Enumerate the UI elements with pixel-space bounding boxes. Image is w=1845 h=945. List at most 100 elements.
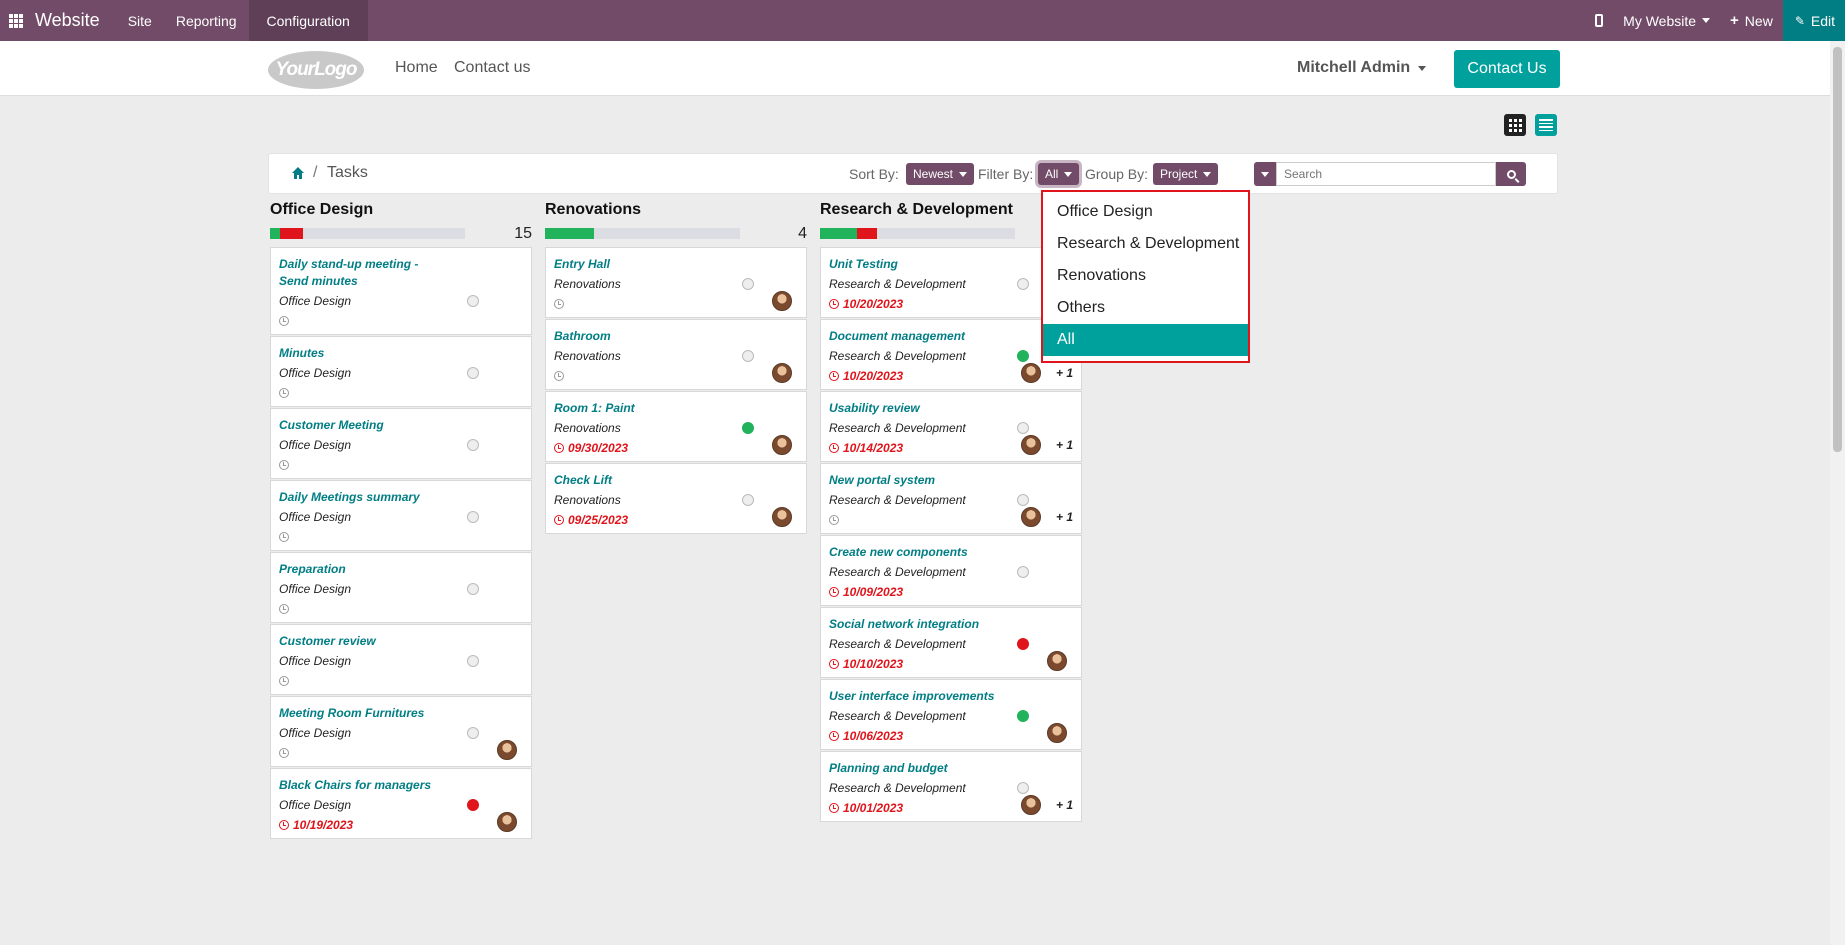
task-title[interactable]: Document management — [829, 329, 966, 343]
apps-menu-icon[interactable] — [9, 13, 23, 28]
group-by-dropdown[interactable]: Project — [1153, 163, 1219, 185]
home-icon[interactable] — [291, 166, 305, 180]
task-card[interactable]: Room 1: Paint Renovations 09/30/2023 — [545, 391, 807, 462]
task-card[interactable]: Daily Meetings summary Office Design — [270, 480, 532, 551]
status-dot-icon[interactable] — [1017, 782, 1029, 794]
task-title[interactable]: Entry Hall — [554, 257, 611, 271]
progress-done-segment[interactable] — [545, 228, 594, 239]
clock-icon — [829, 443, 839, 453]
task-title[interactable]: Unit Testing — [829, 257, 898, 271]
kanban-view-button[interactable] — [1504, 114, 1526, 136]
task-title[interactable]: Preparation — [279, 562, 346, 576]
page-scrollbar[interactable] — [1830, 41, 1845, 945]
task-card[interactable]: Meeting Room Furnitures Office Design — [270, 696, 532, 767]
site-logo[interactable]: YourLogo — [268, 51, 364, 89]
task-title[interactable]: Create new components — [829, 545, 968, 559]
status-dot-icon[interactable] — [742, 494, 754, 506]
progress-blocked-segment[interactable] — [279, 228, 304, 239]
task-title[interactable]: Check Lift — [554, 473, 613, 487]
status-dot-icon[interactable] — [1017, 422, 1029, 434]
task-title[interactable]: Social network integration — [829, 617, 980, 631]
status-dot-icon[interactable] — [467, 727, 479, 739]
task-card[interactable]: Bathroom Renovations — [545, 319, 807, 390]
status-dot-icon[interactable] — [1017, 350, 1029, 362]
filter-option-research-development[interactable]: Research & Development — [1057, 235, 1240, 252]
status-dot-icon[interactable] — [1017, 638, 1029, 650]
column-title: Office Design — [270, 201, 374, 218]
task-title[interactable]: Daily Meetings summary — [279, 490, 420, 504]
status-dot-icon[interactable] — [467, 655, 479, 667]
task-title[interactable]: Customer Meeting — [279, 418, 384, 432]
status-dot-icon[interactable] — [742, 350, 754, 362]
filter-option-renovations[interactable]: Renovations — [1057, 267, 1146, 284]
website-switcher[interactable]: My Website — [1613, 0, 1720, 41]
status-dot-icon[interactable] — [467, 511, 479, 523]
task-card[interactable]: Entry Hall Renovations — [545, 247, 807, 318]
task-title[interactable]: Customer review — [279, 634, 376, 648]
task-card[interactable]: New portal system Research & Development +… — [820, 463, 1082, 534]
task-card[interactable]: Unit Testing Research & Development 10/20/… — [820, 247, 1082, 318]
app-brand[interactable]: Website — [35, 10, 100, 30]
task-title[interactable]: User interface improvements — [829, 689, 995, 703]
filter-by-dropdown[interactable]: All — [1038, 163, 1080, 185]
task-card[interactable]: Minutes Office Design — [270, 336, 532, 407]
task-card[interactable]: Black Chairs for managers Office Design 10… — [270, 768, 532, 839]
task-card[interactable]: Usability review Research & Development 10… — [820, 391, 1082, 462]
task-deadline — [279, 674, 523, 688]
task-title[interactable]: Black Chairs for managers — [279, 778, 432, 792]
task-card[interactable]: Create new components Research & Developm… — [820, 535, 1082, 606]
edit-button[interactable]: ✎ Edit — [1782, 0, 1845, 41]
menu-site[interactable]: Site — [127, 12, 152, 29]
nav-home[interactable]: Home — [395, 59, 438, 76]
task-card[interactable]: User interface improvements Research & De… — [820, 679, 1082, 750]
task-title[interactable]: Meeting Room Furnitures — [279, 706, 425, 720]
progress-blocked-segment[interactable] — [857, 228, 877, 239]
status-dot-icon[interactable] — [1017, 494, 1029, 506]
list-view-button[interactable] — [1535, 114, 1557, 136]
search-button[interactable] — [1496, 162, 1526, 186]
status-dot-icon[interactable] — [467, 295, 479, 307]
progress-done-segment[interactable] — [820, 228, 858, 239]
status-dot-icon[interactable] — [467, 799, 479, 811]
status-dot-icon[interactable] — [467, 439, 479, 451]
progress-done-segment[interactable] — [270, 228, 280, 239]
task-title[interactable]: Usability review — [829, 401, 920, 415]
filter-option-others[interactable]: Others — [1057, 299, 1106, 316]
task-title[interactable]: Minutes — [279, 346, 325, 360]
menu-configuration[interactable]: Configuration — [248, 0, 368, 41]
filter-option-all[interactable]: All — [1043, 324, 1248, 356]
task-title[interactable]: New portal system — [829, 473, 936, 487]
status-dot-icon[interactable] — [467, 583, 479, 595]
search-options-button[interactable] — [1254, 162, 1276, 186]
task-title[interactable]: Bathroom — [554, 329, 611, 343]
task-card[interactable]: Customer Meeting Office Design — [270, 408, 532, 479]
task-card[interactable]: Preparation Office Design — [270, 552, 532, 623]
filter-option-office-design[interactable]: Office Design — [1057, 203, 1153, 220]
task-deadline: 09/25/2023 — [554, 513, 798, 527]
contact-us-button[interactable]: Contact Us — [1454, 50, 1560, 88]
task-project: Research & Development — [829, 277, 966, 291]
task-card[interactable]: Customer review Office Design — [270, 624, 532, 695]
sort-by-dropdown[interactable]: Newest — [906, 163, 975, 185]
status-dot-icon[interactable] — [1017, 278, 1029, 290]
task-card[interactable]: Social network integration Research & Dev… — [820, 607, 1082, 678]
menu-reporting[interactable]: Reporting — [175, 12, 237, 29]
status-dot-icon[interactable] — [742, 422, 754, 434]
status-dot-icon[interactable] — [1017, 710, 1029, 722]
task-card[interactable]: Planning and budget Research & Developmen… — [820, 751, 1082, 822]
status-dot-icon[interactable] — [742, 278, 754, 290]
user-menu[interactable]: Mitchell Admin — [1297, 59, 1427, 77]
new-content-button[interactable]: + New — [1720, 0, 1783, 41]
task-card[interactable]: Document management Research & Developmen… — [820, 319, 1082, 390]
task-card[interactable]: Daily stand-up meeting - Send minutes Off… — [270, 247, 532, 335]
search-input[interactable] — [1276, 162, 1496, 186]
task-title[interactable]: Room 1: Paint — [554, 401, 635, 415]
mobile-preview-button[interactable] — [1585, 0, 1613, 41]
status-dot-icon[interactable] — [467, 367, 479, 379]
task-card[interactable]: Check Lift Renovations 09/25/2023 — [545, 463, 807, 534]
scrollbar-thumb[interactable] — [1833, 47, 1842, 452]
nav-contact-us[interactable]: Contact us — [454, 59, 531, 76]
task-title[interactable]: Planning and budget — [829, 761, 948, 775]
task-title[interactable]: Daily stand-up meeting - Send minutes — [279, 257, 419, 288]
status-dot-icon[interactable] — [1017, 566, 1029, 578]
